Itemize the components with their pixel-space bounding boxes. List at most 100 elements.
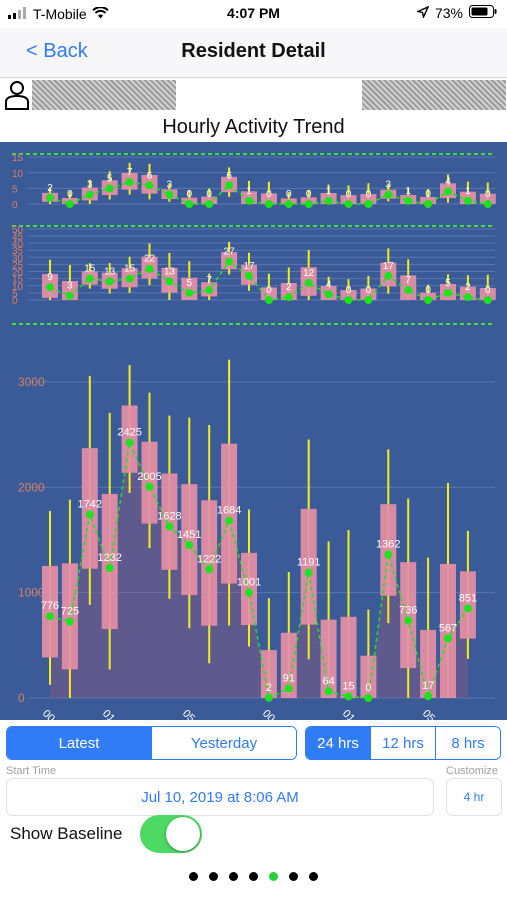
- value-label: 0: [425, 285, 431, 296]
- value-point: [85, 190, 94, 199]
- value-point: [404, 286, 413, 295]
- value-point: [165, 277, 174, 286]
- value-label: 17: [422, 680, 434, 692]
- value-point: [424, 200, 433, 208]
- back-button[interactable]: < Back: [26, 40, 88, 62]
- y-tick-label: 1000: [18, 586, 45, 600]
- value-point: [185, 288, 194, 297]
- candle-box: [340, 290, 357, 300]
- value-label: 6: [147, 170, 153, 181]
- start-time-field[interactable]: Jul 10, 2019 at 8:06 AM: [6, 778, 434, 816]
- value-label: 1684: [217, 505, 241, 517]
- value-label: 2: [465, 282, 471, 293]
- battery-percent: 73%: [434, 5, 463, 21]
- value-point: [85, 510, 94, 519]
- page-control[interactable]: [0, 872, 507, 881]
- value-point: [185, 200, 194, 208]
- value-point: [344, 692, 353, 701]
- y-tick-label: 2000: [18, 480, 45, 494]
- page-dot[interactable]: [289, 872, 298, 881]
- value-line: [49, 439, 469, 699]
- page-dot[interactable]: [229, 872, 238, 881]
- page-dot[interactable]: [309, 872, 318, 881]
- candle-box: [260, 193, 277, 204]
- candle-box: [280, 632, 297, 698]
- candle-box: [340, 195, 357, 204]
- value-label: 7: [405, 275, 411, 286]
- redacted-id: [362, 80, 506, 110]
- candle-box: [101, 493, 118, 629]
- value-label: 0: [485, 189, 491, 200]
- candle-box: [360, 288, 377, 300]
- value-point: [444, 634, 452, 643]
- page-dot[interactable]: [249, 872, 258, 881]
- y-tick-label: 25: [12, 260, 24, 271]
- value-point: [304, 200, 313, 208]
- x-tick-label: 01: [100, 708, 117, 720]
- activity-chart: 0 5 10 15 2 0 3 5 7 6 3 0 0 6 1 0 0 0 1 0 0 3 1 0 4 1 0 0 5 10 15 20 25 3…: [0, 142, 507, 720]
- candle-box: [141, 441, 158, 524]
- show-baseline-label: Show Baseline: [10, 824, 123, 843]
- candle-box: [479, 287, 496, 300]
- value-point: [105, 277, 114, 286]
- value-label: 64: [322, 675, 334, 687]
- customize-hours-field[interactable]: 4 hr: [446, 778, 502, 816]
- value-point: [105, 184, 114, 193]
- value-label: 5: [445, 278, 451, 289]
- y-tick-label: 5: [12, 184, 18, 195]
- value-point: [444, 187, 452, 196]
- y-tick-label: 50: [12, 225, 24, 236]
- tab-latest[interactable]: Latest: [7, 727, 152, 759]
- value-point: [225, 516, 234, 525]
- value-point: [324, 290, 333, 299]
- page-dot[interactable]: [269, 872, 278, 881]
- value-label: 6: [226, 170, 232, 181]
- value-point: [364, 296, 373, 304]
- candle-box: [42, 565, 58, 658]
- tab-12-hrs[interactable]: 12 hrs: [371, 727, 436, 759]
- value-label: 3: [167, 180, 173, 191]
- value-label: 736: [399, 604, 417, 616]
- value-label: 1: [465, 186, 471, 197]
- value-label: 851: [459, 592, 477, 604]
- page-dot[interactable]: [209, 872, 218, 881]
- value-label: 0: [286, 189, 292, 200]
- value-point: [85, 274, 94, 283]
- value-point: [245, 196, 253, 205]
- candle-box: [320, 619, 337, 698]
- value-label: 0: [346, 285, 352, 296]
- candle-box: [260, 287, 277, 300]
- value-label: 3: [87, 180, 93, 191]
- value-label: 9: [47, 272, 53, 283]
- value-point: [165, 190, 174, 199]
- resident-header: [0, 78, 507, 112]
- value-point: [424, 296, 433, 304]
- page-title: Resident Detail: [181, 40, 326, 62]
- value-point: [185, 541, 194, 550]
- tab-8-hrs[interactable]: 8 hrs: [436, 727, 500, 759]
- value-point: [324, 687, 333, 696]
- value-point: [245, 271, 253, 280]
- value-label: 0: [425, 189, 431, 200]
- show-baseline-toggle[interactable]: [140, 815, 202, 853]
- location-arrow-icon: [415, 5, 430, 21]
- value-point: [205, 286, 214, 295]
- value-label: 0: [306, 189, 312, 200]
- value-point: [384, 190, 393, 199]
- tab-24-hrs[interactable]: 24 hrs: [306, 727, 371, 759]
- value-point: [483, 296, 492, 304]
- redacted-name: [32, 80, 176, 110]
- battery-icon: [469, 5, 497, 21]
- value-label: 4: [326, 279, 332, 290]
- x-tick-label: 05: [180, 708, 197, 720]
- y-tick-label: 15: [12, 275, 24, 286]
- tab-yesterday[interactable]: Yesterday: [152, 727, 296, 759]
- value-label: 0: [266, 189, 272, 200]
- value-label: 2: [286, 282, 292, 293]
- value-point: [145, 181, 154, 190]
- value-label: 1451: [177, 529, 201, 541]
- page-dot[interactable]: [189, 872, 198, 881]
- value-point: [344, 296, 353, 304]
- value-label: 1191: [297, 557, 321, 569]
